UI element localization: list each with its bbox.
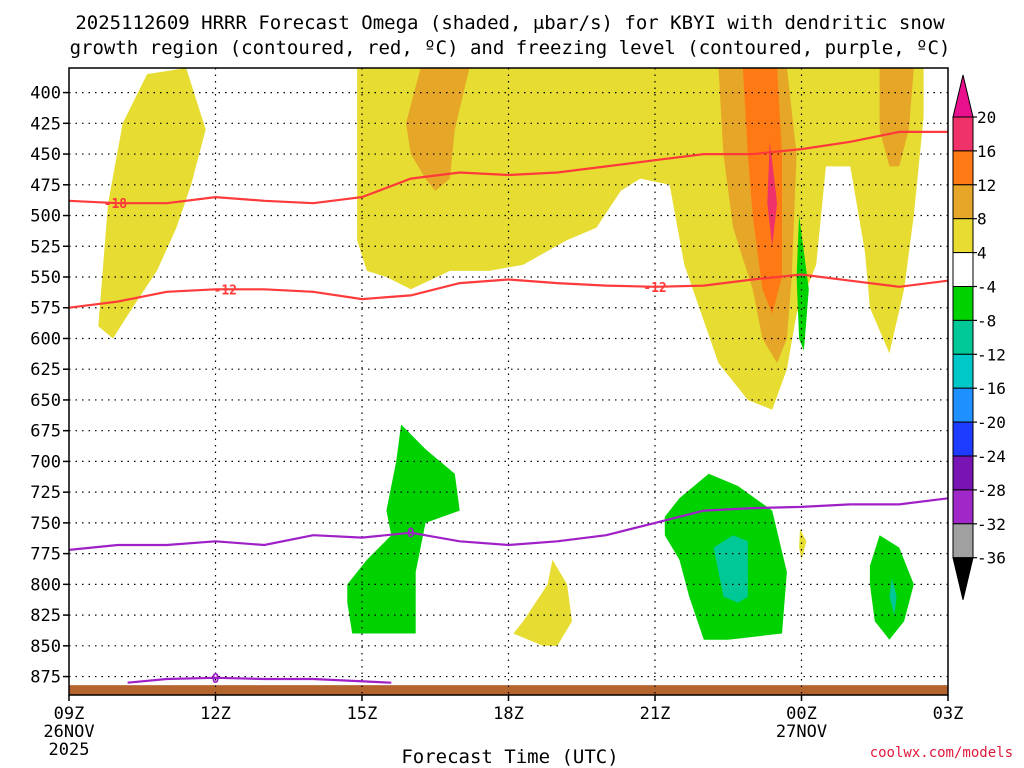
colorbar-bin-8	[952, 387, 974, 423]
x-tick-label: 09Z	[54, 704, 85, 724]
y-tick-label: 650	[30, 391, 61, 411]
x-tick-label: 21Z	[640, 704, 671, 724]
y-tick-label: 725	[30, 483, 61, 503]
y-tick-label: 700	[30, 452, 61, 472]
colorbar-bin-5	[952, 286, 974, 321]
y-tick-label: 800	[30, 575, 61, 595]
colorbar-label: -32	[977, 515, 1006, 534]
chart-title-line-2: growth region (contoured, red, ºC) and f…	[70, 37, 951, 59]
colorbar-label: 4	[977, 244, 987, 263]
omega-region-10	[796, 215, 809, 351]
x-tick-label: 12Z	[200, 704, 231, 724]
contour-label: 0	[212, 672, 220, 687]
colorbar-bin-9	[952, 421, 974, 457]
colorbar-label: -36	[977, 549, 1006, 568]
contour-line-2	[69, 497, 948, 551]
omega-region-5	[742, 68, 782, 314]
colorbar-bin-10	[952, 455, 974, 491]
y-tick-label: 825	[30, 606, 61, 626]
y-tick-label: 500	[30, 207, 61, 227]
x-year-label: 2025	[49, 740, 90, 760]
contour-label: -12	[643, 281, 666, 296]
colorbar-bin-1	[952, 150, 974, 186]
omega-region-6	[767, 141, 778, 247]
plot-content: -18 -12 -12 0 0	[69, 68, 948, 695]
y-axis: 400 425 450 475 500 525 550 575 600 625 650 675 700 7…	[30, 84, 69, 688]
colorbar-label: -28	[977, 481, 1006, 500]
y-tick-label: 750	[30, 514, 61, 534]
y-tick-label: 850	[30, 637, 61, 657]
y-tick-label: 775	[30, 545, 61, 565]
contour-line-0	[69, 130, 948, 205]
colorbar-label: -12	[977, 345, 1006, 364]
colorbar-bin-3	[952, 218, 974, 254]
colorbar-label: -4	[977, 278, 996, 297]
y-tick-label: 475	[30, 176, 61, 196]
colorbar-label: -16	[977, 379, 1006, 398]
y-tick-label: 675	[30, 422, 61, 442]
colorbar-bin-7	[952, 353, 974, 389]
y-tick-label: 600	[30, 329, 61, 349]
colorbar-label: 20	[977, 108, 996, 127]
x-date-label: 27NOV	[776, 722, 827, 742]
y-tick-label: 525	[30, 237, 61, 257]
x-tick-label: 03Z	[933, 704, 964, 724]
omega-region-11	[799, 529, 807, 560]
colorbar-legend: 20 16 12 8 4 -4 -8 -12 -16 -20 -24 -28 -32 -36	[952, 74, 1006, 600]
colorbar-bin-11	[952, 489, 974, 525]
omega-region-7	[347, 424, 460, 634]
colorbar-bin-0	[952, 116, 974, 152]
colorbar-bin-4	[952, 252, 974, 288]
y-tick-label: 550	[30, 268, 61, 288]
x-tick-label: 00Z	[786, 704, 817, 724]
plot-area: -18 -12 -12 0 0	[68, 67, 949, 696]
colorbar-bin-6	[952, 319, 974, 355]
contour-label: -12	[214, 283, 237, 298]
colorbar-label: 16	[977, 142, 996, 161]
x-axis-label: Forecast Time (UTC)	[401, 746, 618, 768]
omega-region-13	[713, 535, 748, 603]
contour-label: -18	[104, 197, 128, 212]
colorbar-bin-12	[952, 523, 974, 559]
credit-text: coolwx.com/models	[870, 745, 1013, 761]
colorbar-label: -20	[977, 413, 1006, 432]
colorbar-label: 8	[977, 210, 987, 229]
x-tick-label: 15Z	[347, 704, 378, 724]
colorbar-label: -24	[977, 447, 1006, 466]
colorbar-label: 12	[977, 176, 996, 195]
x-date-label: 26NOV	[43, 722, 94, 742]
contour-line-3	[127, 676, 392, 684]
y-tick-label: 625	[30, 360, 61, 380]
y-tick-label: 425	[30, 114, 61, 134]
colorbar-top-arrow	[952, 74, 974, 118]
x-tick-label: 18Z	[493, 704, 524, 724]
omega-region-14	[889, 578, 897, 616]
y-tick-label: 400	[30, 84, 61, 104]
contour-label: 0	[407, 527, 415, 542]
colorbar-label: -8	[977, 311, 996, 330]
ground-strip	[69, 685, 948, 695]
contour-line-1	[69, 273, 948, 309]
y-tick-label: 575	[30, 299, 61, 319]
omega-region-9	[513, 559, 572, 646]
colorbar-bin-2	[952, 184, 974, 220]
y-tick-label: 450	[30, 145, 61, 165]
y-tick-label: 875	[30, 668, 61, 688]
colorbar-bottom-arrow	[952, 557, 974, 600]
omega-region-2	[406, 68, 470, 191]
chart-title-line-1: 2025112609 HRRR Forecast Omega (shaded, …	[75, 12, 945, 34]
